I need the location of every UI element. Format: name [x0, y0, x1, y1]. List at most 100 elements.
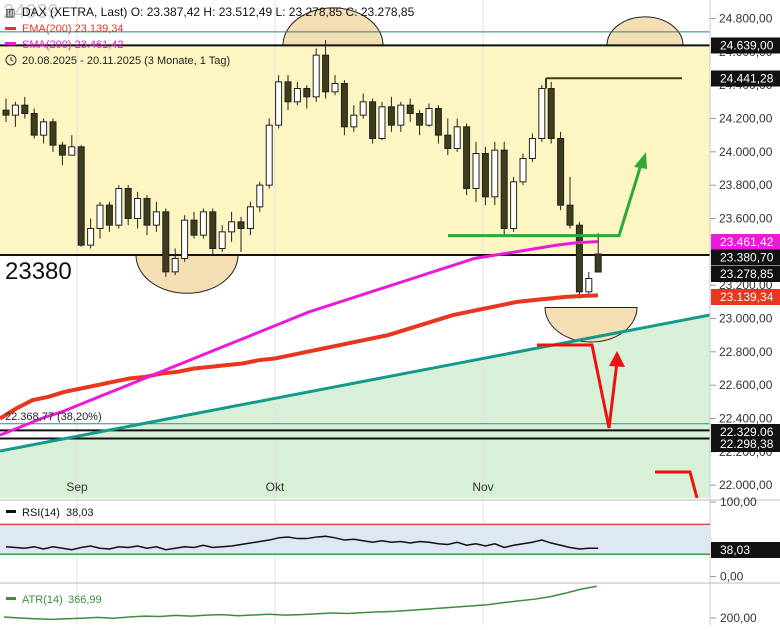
bottom-arc-left — [135, 254, 239, 294]
price-label-text: 23.461,42 — [720, 235, 774, 249]
atr-line — [3, 585, 597, 621]
candle-body — [406, 104, 414, 114]
top-arc-right — [606, 16, 684, 46]
rsi-swatch — [6, 510, 16, 513]
bearish-arrow-line — [537, 343, 619, 429]
rsi-value-label: 38,03 — [720, 543, 750, 557]
candle-body — [87, 228, 95, 246]
bearish-arrow-head — [609, 351, 625, 367]
levels-layer — [0, 31, 710, 440]
atr-tick-label: 200,00 — [720, 611, 757, 625]
candle-body — [557, 138, 565, 206]
grid-layer — [76, 0, 484, 625]
candle-body — [152, 211, 160, 226]
candle-body — [397, 104, 405, 126]
rsi-panel: RSI(14) 38,03 100,00 0,00 38,03 — [0, 495, 780, 584]
candle-body — [171, 258, 179, 273]
candle-body — [190, 219, 198, 236]
candle-body — [322, 54, 330, 93]
rsi-tick-label: 0,00 — [720, 570, 744, 584]
candle-body — [115, 188, 123, 226]
candle-body — [350, 114, 358, 128]
candle-body — [181, 219, 189, 260]
candle-body — [209, 211, 217, 249]
clock-icon — [5, 54, 17, 66]
candle-body — [237, 221, 245, 229]
price-label-text: 23.380,70 — [720, 251, 774, 265]
drawings-layer — [448, 152, 699, 498]
candle-body — [228, 221, 236, 233]
price-tick-label: 24.000,00 — [719, 145, 773, 159]
trend-zone — [0, 315, 710, 498]
sma-swatch — [5, 42, 16, 45]
price-tick-label: 24.200,00 — [719, 112, 773, 126]
price-tick-label: 24.800,00 — [719, 12, 773, 26]
price-tick-label: 23.000,00 — [719, 312, 773, 326]
candle-body — [246, 206, 254, 229]
candle-body — [594, 253, 602, 273]
month-label: Okt — [266, 480, 285, 494]
candle-body — [218, 231, 226, 249]
sma-label[interactable]: SMA(200) 23.461,42 — [22, 39, 124, 51]
atr-value: 366,99 — [68, 594, 102, 606]
candle-body — [68, 146, 76, 156]
candle-body — [124, 188, 132, 219]
bullish-arrow-head — [634, 152, 647, 169]
price-tick-label: 22.400,00 — [719, 412, 773, 426]
candle-body — [312, 54, 320, 98]
rsi-line — [5, 535, 599, 551]
candle-body — [105, 204, 113, 226]
price-label-text: 22.329,06 — [720, 425, 774, 439]
candle-body — [575, 224, 583, 293]
price-label-text: 22.298,38 — [720, 437, 774, 451]
ema-swatch — [5, 27, 16, 30]
rsi-value-box — [711, 542, 780, 558]
price-label-text: 24.639,00 — [720, 39, 774, 53]
candle-body — [331, 83, 339, 93]
price-tick-label: 23.600,00 — [719, 212, 773, 226]
candle-body — [472, 153, 480, 189]
price-label-box — [711, 266, 780, 282]
candle-body — [463, 126, 471, 190]
trend-line — [0, 313, 710, 453]
watermark-text: 24639 — [3, 1, 59, 23]
zones-layer — [0, 7, 710, 498]
period-text: 20.08.2025 - 20.11.2025 (3 Monate, 1 Tag… — [22, 55, 230, 67]
price-label-box — [711, 436, 780, 452]
candle-body — [21, 104, 29, 114]
candle-body — [416, 113, 424, 126]
fib-label: 22.368,77 (38,20%) — [5, 411, 102, 423]
candle-body — [303, 88, 311, 98]
atr-panel: ATR(14) 366,99 200,00 — [0, 582, 780, 625]
candle-body — [11, 104, 19, 116]
candle-body — [96, 204, 104, 230]
candle-body — [40, 121, 48, 136]
month-label: Nov — [472, 480, 493, 494]
price-label-box — [711, 234, 780, 250]
candle-body — [434, 108, 442, 136]
atr-swatch — [6, 597, 16, 600]
candles-layer[interactable] — [2, 40, 602, 299]
legend: 24639 ▥ DAX (XETRA, Last) O: 23.387,42 H… — [3, 1, 415, 67]
candle-body — [481, 153, 489, 198]
ema-label[interactable]: EMA(200) 23.139,34 — [22, 23, 124, 35]
candle-body — [538, 88, 546, 139]
candle-body — [528, 138, 536, 159]
price-label-box — [711, 70, 780, 87]
candle-body — [162, 211, 170, 273]
candle-body — [425, 108, 433, 126]
price-tick-label: 23.800,00 — [719, 178, 773, 192]
candle-body — [369, 101, 377, 140]
month-label: Sep — [66, 480, 88, 494]
price-tick-label: 22.600,00 — [719, 378, 773, 392]
bearish-arrow-2 — [655, 470, 699, 498]
top-arc-left — [282, 7, 384, 46]
candle-body — [510, 181, 518, 229]
candle-body — [2, 109, 10, 116]
atr-title: ATR(14) — [22, 594, 63, 606]
price-tick-label: 22.000,00 — [719, 478, 773, 492]
candle-body — [275, 81, 283, 126]
candle-body — [566, 204, 574, 226]
price-tick-label: 22.800,00 — [719, 345, 773, 359]
candle-body — [293, 88, 301, 103]
